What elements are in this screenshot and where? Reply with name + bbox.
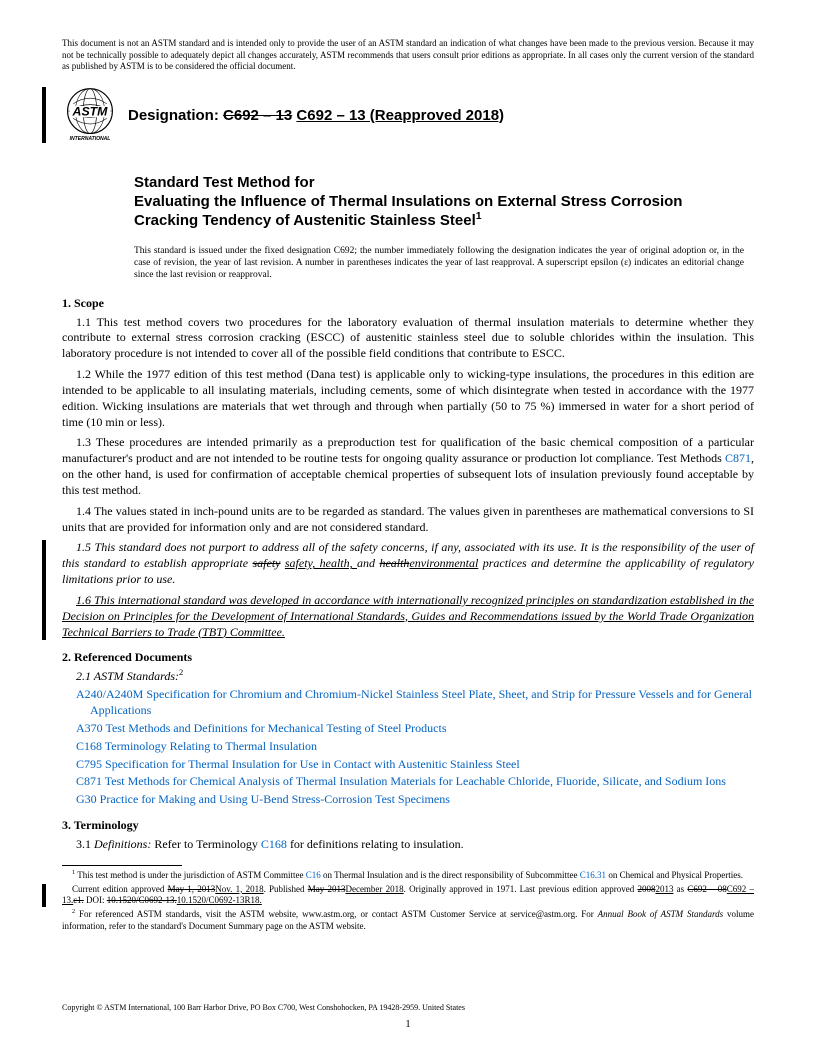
- ref-item: G30 Practice for Making and Using U-Bend…: [76, 792, 754, 808]
- ref-code[interactable]: A240/A240M: [76, 687, 143, 701]
- footnote-2: 2 For referenced ASTM standards, visit t…: [62, 909, 754, 932]
- terminology-3-1: 3.1 Definitions: Refer to Terminology C1…: [62, 837, 754, 853]
- scope-1-1: 1.1 This test method covers two procedur…: [62, 315, 754, 362]
- scope-1-2: 1.2 While the 1977 edition of this test …: [62, 367, 754, 430]
- scope-1-4: 1.4 The values stated in inch-pound unit…: [62, 504, 754, 536]
- footnote-1-line2: Current edition approved May 1, 2013Nov.…: [62, 884, 754, 907]
- ref-text[interactable]: Test Methods and Definitions for Mechani…: [103, 721, 447, 735]
- ref-list: A240/A240M Specification for Chromium an…: [62, 687, 754, 808]
- copyright: Copyright © ASTM International, 100 Barr…: [62, 1003, 465, 1012]
- ref-item: C168 Terminology Relating to Thermal Ins…: [76, 739, 754, 755]
- ref-code[interactable]: A370: [76, 721, 103, 735]
- ref-item: A370 Test Methods and Definitions for Me…: [76, 721, 754, 737]
- footnote-1: 1 This test method is under the jurisdic…: [62, 870, 754, 882]
- header-row: ASTM INTERNATIONAL Designation: C692 – 1…: [42, 87, 754, 143]
- scope-1-6: 1.6 This international standard was deve…: [62, 593, 754, 640]
- terminology-head: 3. Terminology: [62, 818, 754, 833]
- scope-head: 1. Scope: [62, 296, 754, 311]
- title-main: Evaluating the Influence of Thermal Insu…: [134, 193, 682, 229]
- ref-text[interactable]: Practice for Making and Using U-Bend Str…: [97, 792, 450, 806]
- ref-item: A240/A240M Specification for Chromium an…: [76, 687, 754, 719]
- ref-code[interactable]: G30: [76, 792, 97, 806]
- link-c16-31[interactable]: C16.31: [580, 870, 606, 880]
- designation: Designation: C692 – 13 C692 – 13 (Reappr…: [128, 107, 504, 124]
- ref-code[interactable]: C795: [76, 757, 102, 771]
- ref-text[interactable]: Specification for Thermal Insulation for…: [102, 757, 520, 771]
- ref-item: C871 Test Methods for Chemical Analysis …: [76, 774, 754, 790]
- page-number: 1: [0, 1018, 816, 1030]
- scope-1-5: 1.5 This standard does not purport to ad…: [62, 540, 754, 587]
- title-footnote-ref: 1: [476, 210, 482, 222]
- refdocs-head: 2. Referenced Documents: [62, 650, 754, 665]
- ref-text[interactable]: Specification for Chromium and Chromium-…: [90, 687, 752, 717]
- title-block: Standard Test Method for Evaluating the …: [134, 173, 744, 231]
- link-c16[interactable]: C16: [306, 870, 321, 880]
- svg-text:INTERNATIONAL: INTERNATIONAL: [70, 136, 111, 142]
- ref-item: C795 Specification for Thermal Insulatio…: [76, 757, 754, 773]
- refdocs-sub: 2.1 ASTM Standards:2: [62, 669, 754, 685]
- link-c871[interactable]: C871: [725, 451, 751, 465]
- astm-logo: ASTM INTERNATIONAL: [62, 87, 118, 143]
- ref-text[interactable]: Test Methods for Chemical Analysis of Th…: [102, 774, 726, 788]
- link-c168[interactable]: C168: [261, 837, 287, 851]
- svg-text:ASTM: ASTM: [72, 105, 109, 119]
- designation-old: C692 – 13: [223, 107, 292, 124]
- scope-1-3: 1.3 These procedures are intended primar…: [62, 435, 754, 498]
- ref-text[interactable]: Terminology Relating to Thermal Insulati…: [102, 739, 317, 753]
- top-disclaimer: This document is not an ASTM standard an…: [62, 38, 754, 73]
- footnote-rule: [62, 865, 182, 866]
- designation-new: C692 – 13 (Reapproved 2018): [296, 107, 504, 124]
- title-lead: Standard Test Method for: [134, 174, 315, 191]
- issuance-note: This standard is issued under the fixed …: [134, 245, 744, 282]
- ref-code[interactable]: C871: [76, 774, 102, 788]
- ref-code[interactable]: C168: [76, 739, 102, 753]
